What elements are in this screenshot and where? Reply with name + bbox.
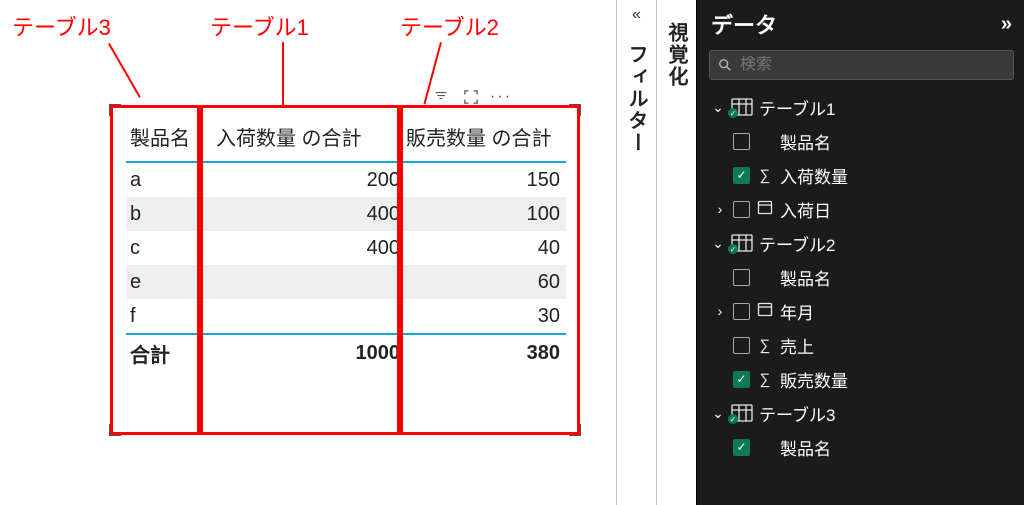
visualizations-pane-title: 視覚化 [662,22,691,88]
calendar-icon [756,301,774,321]
annotation-box-col0 [110,105,200,435]
annotation-line-3 [108,43,141,98]
chevron-down-icon[interactable]: ⌄ [711,235,725,252]
field-label: 年月 [780,299,814,324]
field-node[interactable]: › 年月 [703,294,1024,328]
visual-mini-toolbar: ··· [432,90,510,104]
search-icon [718,58,732,72]
field-label: 入荷数量 [780,163,848,188]
fields-search[interactable] [709,50,1014,80]
field-label: 製品名 [780,435,831,460]
chevron-down-icon[interactable]: ⌄ [711,99,725,116]
chevron-right-icon[interactable]: › [713,201,727,217]
chevron-down-icon[interactable]: ⌄ [711,405,725,422]
table-node-label: テーブル1 [759,95,835,120]
field-checkbox[interactable] [733,269,750,286]
table-node[interactable]: ⌄ ✓ テーブル1 [703,90,1024,124]
field-checkbox[interactable] [733,439,750,456]
field-label: 製品名 [780,265,831,290]
table-icon: ✓ [731,234,753,252]
sigma-icon: ∑ [756,337,774,354]
field-label: 入荷日 [780,197,831,222]
field-node[interactable]: ∑ 売上 [703,328,1024,362]
field-node[interactable]: 製品名 [703,124,1024,158]
calendar-icon [756,199,774,219]
table-node[interactable]: ⌄ ✓ テーブル3 [703,396,1024,430]
filters-pane-title: フィルター [622,44,651,154]
field-node[interactable]: 製品名 [703,260,1024,294]
annotation-label-table2: テーブル2 [400,10,499,42]
annotation-label-table3: テーブル3 [12,10,111,42]
table-icon: ✓ [731,404,753,422]
field-label: 販売数量 [780,367,848,392]
sigma-icon: ∑ [756,371,774,388]
field-node[interactable]: ∑ 入荷数量 [703,158,1024,192]
field-checkbox[interactable] [733,337,750,354]
filter-icon[interactable] [432,90,450,104]
focus-mode-icon[interactable] [462,90,480,104]
report-canvas: テーブル3 テーブル1 テーブル2 ··· 製品名 入荷数量 の合計 販売数量 … [0,0,620,505]
field-checkbox[interactable] [733,371,750,388]
table-icon: ✓ [731,98,753,116]
annotation-box-col1 [200,105,400,435]
visualizations-pane-collapsed[interactable]: 視覚化 [656,0,696,505]
table-node-label: テーブル2 [759,231,835,256]
data-pane: データ » ⌄ ✓ テーブル1 製品名 ∑ 入荷数量 › 入荷日 ⌄ ✓ テーブル2 製品名 › 年月 ∑ 売… [696,0,1024,505]
table-node-label: テーブル3 [759,401,835,426]
field-label: 売上 [780,333,814,358]
field-node[interactable]: 製品名 [703,430,1024,464]
field-node[interactable]: ∑ 販売数量 [703,362,1024,396]
sigma-icon: ∑ [756,167,774,184]
annotation-label-table1: テーブル1 [210,10,309,42]
field-label: 製品名 [780,129,831,154]
fields-search-input[interactable] [740,56,1005,74]
field-checkbox[interactable] [733,201,750,218]
table-node[interactable]: ⌄ ✓ テーブル2 [703,226,1024,260]
expand-filters-icon[interactable]: « [617,0,656,24]
data-pane-title: データ [711,8,777,40]
collapse-data-pane-icon[interactable]: » [1001,13,1012,36]
filters-pane-collapsed[interactable]: « フィルター [616,0,656,505]
field-checkbox[interactable] [733,167,750,184]
more-options-icon[interactable]: ··· [492,90,510,104]
fields-tree: ⌄ ✓ テーブル1 製品名 ∑ 入荷数量 › 入荷日 ⌄ ✓ テーブル2 製品名 › 年月 ∑ 売上 ∑ 販売数量… [697,88,1024,464]
annotation-box-col2 [400,105,580,435]
chevron-right-icon[interactable]: › [713,303,727,319]
field-checkbox[interactable] [733,303,750,320]
field-node[interactable]: › 入荷日 [703,192,1024,226]
annotation-line-1 [282,42,284,106]
field-checkbox[interactable] [733,133,750,150]
